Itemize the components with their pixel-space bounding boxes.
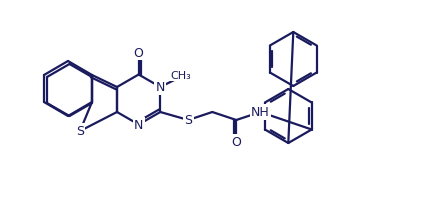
Text: S: S bbox=[184, 114, 192, 127]
Text: NH: NH bbox=[251, 106, 270, 119]
Text: N: N bbox=[156, 81, 165, 94]
Text: O: O bbox=[232, 136, 241, 149]
Text: CH₃: CH₃ bbox=[170, 71, 191, 81]
Text: S: S bbox=[76, 125, 84, 138]
Text: O: O bbox=[134, 47, 143, 60]
Text: N: N bbox=[134, 118, 143, 131]
